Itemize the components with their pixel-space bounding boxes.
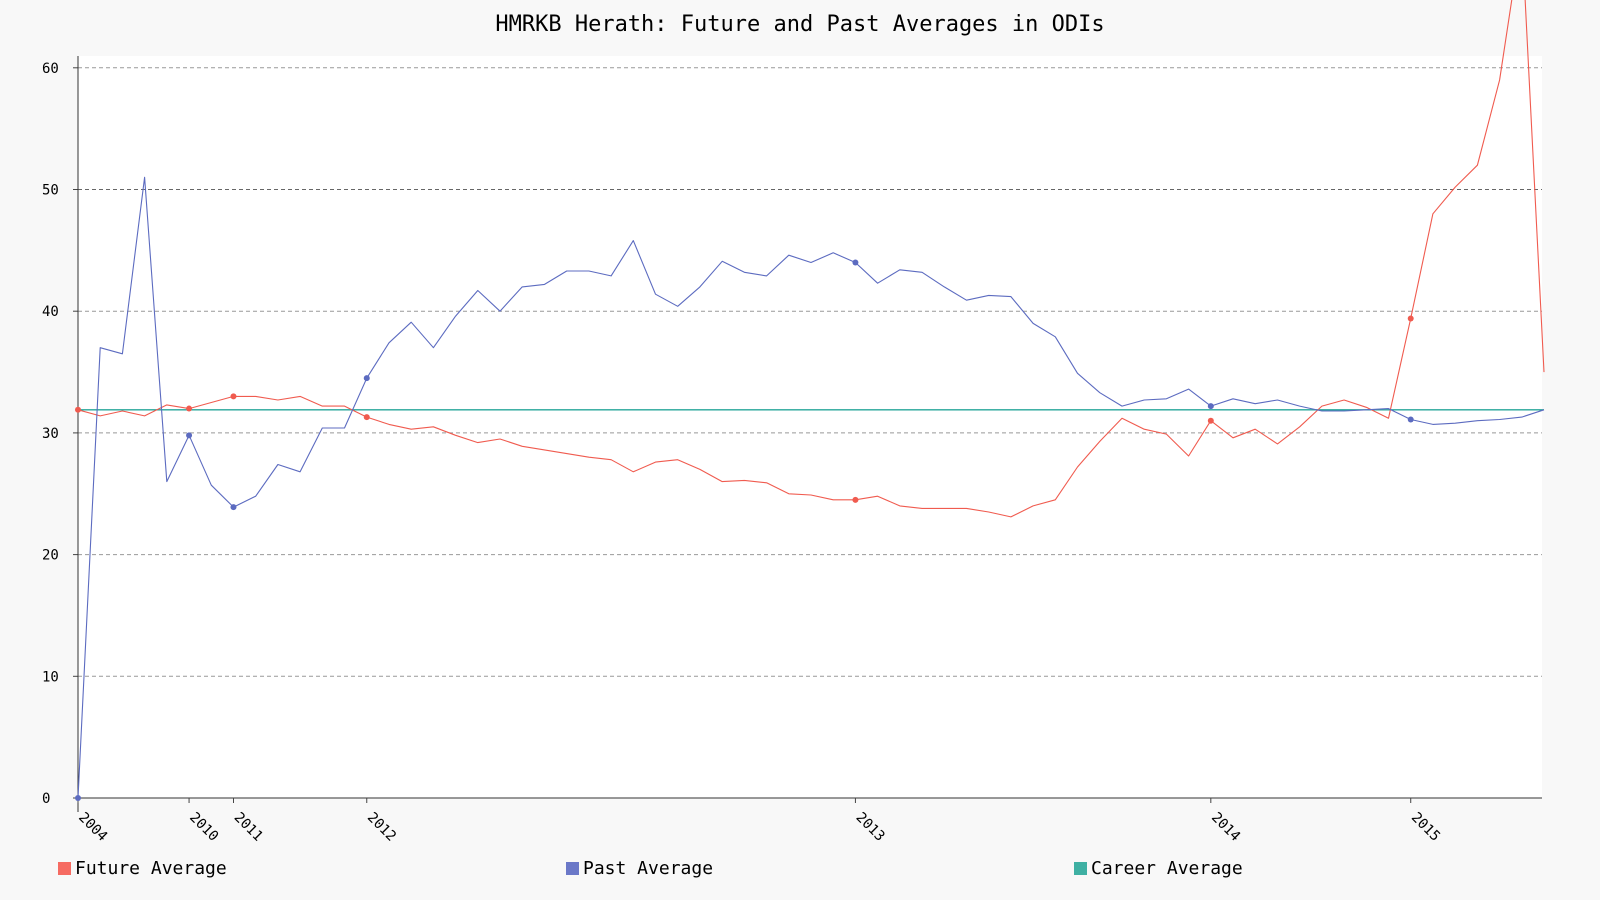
- future-average-point: [1207, 417, 1214, 424]
- future-average-point: [1407, 315, 1414, 322]
- legend-label-past: Past Average: [583, 858, 714, 879]
- past-average-point: [186, 432, 193, 439]
- x-tick-label: 2014: [1208, 810, 1243, 845]
- past-average-point: [363, 375, 370, 382]
- y-tick-label: 20: [42, 548, 59, 564]
- legend-label-career: Career Average: [1091, 858, 1243, 879]
- legend-label-future: Future Average: [75, 858, 227, 879]
- future-average-point: [363, 414, 370, 421]
- x-tick-label: 2010: [186, 810, 221, 845]
- y-tick-label: 60: [42, 61, 59, 77]
- future-swatch: [58, 862, 71, 875]
- chart-title: HMRKB Herath: Future and Past Averages i…: [495, 12, 1105, 37]
- future-average-line: [77, 0, 1545, 518]
- y-tick-label: 0: [42, 791, 50, 807]
- past-average-point: [230, 504, 237, 511]
- future-average-point: [852, 496, 859, 503]
- y-tick-label: 30: [42, 426, 59, 442]
- past-average-point: [1407, 416, 1414, 423]
- y-tick-label: 40: [42, 304, 59, 320]
- x-tick-label: 2015: [1408, 810, 1443, 845]
- plot-area: [78, 56, 1542, 798]
- y-tick-label: 10: [42, 669, 59, 685]
- past-swatch: [566, 862, 579, 875]
- legend-item-past[interactable]: Past Average: [566, 858, 713, 879]
- past-average-point: [1207, 403, 1214, 410]
- y-tick-label: 50: [42, 183, 59, 199]
- future-average-point: [230, 393, 237, 400]
- future-average-point: [75, 406, 81, 413]
- past-average-line: [77, 176, 1545, 799]
- legend-item-future[interactable]: Future Average: [58, 858, 227, 879]
- legend-item-career[interactable]: Career Average: [1074, 858, 1243, 879]
- x-tick-label: 2004: [75, 810, 110, 845]
- past-average-point: [852, 259, 859, 266]
- career-swatch: [1074, 862, 1087, 875]
- past-average-point: [75, 795, 81, 801]
- x-tick-label: 2013: [853, 810, 888, 845]
- x-tick-label: 2011: [231, 810, 266, 845]
- future-average-point: [186, 405, 193, 412]
- x-tick-label: 2012: [364, 810, 399, 845]
